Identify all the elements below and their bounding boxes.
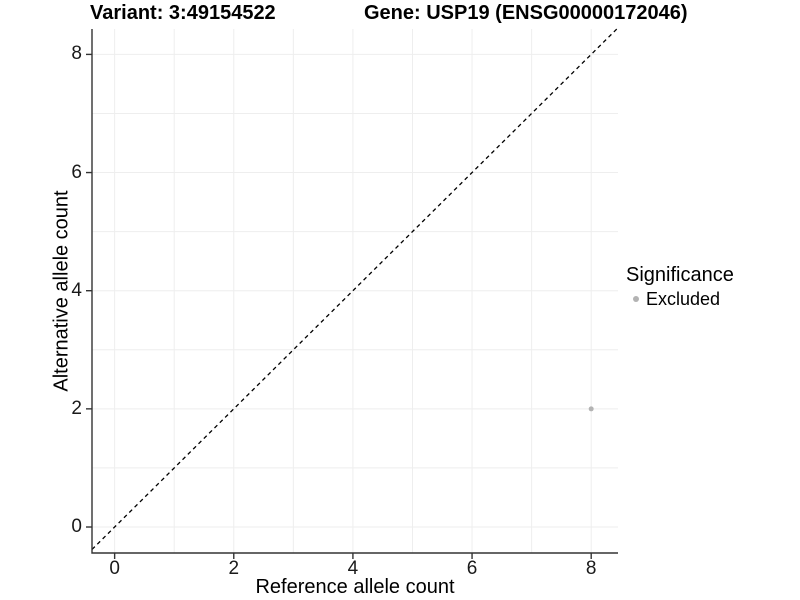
y-tick-label: 6 xyxy=(71,161,82,183)
y-tick-label: 4 xyxy=(71,279,82,301)
x-tick-label: 4 xyxy=(347,558,359,579)
plot-title-gene: Gene: USP19 (ENSG00000172046) xyxy=(364,2,688,24)
legend-item-label: Excluded xyxy=(646,289,721,309)
x-axis-title: Reference allele count xyxy=(255,576,455,598)
y-tick-label: 8 xyxy=(71,43,82,65)
data-point xyxy=(588,406,594,412)
y-tick-label: 0 xyxy=(71,516,82,537)
x-tick-label: 6 xyxy=(466,558,478,579)
axis-lines xyxy=(91,29,618,554)
legend-item-excluded: Excluded xyxy=(626,289,734,309)
legend: Significance Excluded xyxy=(626,264,734,309)
excluded-point-icon xyxy=(633,296,639,302)
y-axis-title: Alternative allele count xyxy=(50,190,73,392)
x-tick-label: 8 xyxy=(585,558,597,579)
x-tick-label: 2 xyxy=(228,558,240,579)
plot-title-variant: Variant: 3:49154522 xyxy=(90,2,276,24)
x-tick-label: 0 xyxy=(109,558,120,579)
y-tick-label: 2 xyxy=(71,397,82,419)
legend-title: Significance xyxy=(626,264,734,286)
identity-dashed-line xyxy=(91,28,618,550)
